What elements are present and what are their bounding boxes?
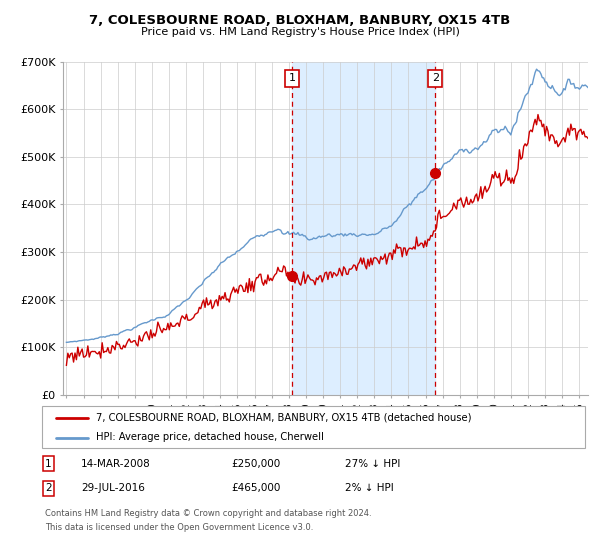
Text: 7, COLESBOURNE ROAD, BLOXHAM, BANBURY, OX15 4TB: 7, COLESBOURNE ROAD, BLOXHAM, BANBURY, O… [89,14,511,27]
Text: 2: 2 [432,73,439,83]
Text: 14-MAR-2008: 14-MAR-2008 [81,459,151,469]
Text: This data is licensed under the Open Government Licence v3.0.: This data is licensed under the Open Gov… [45,523,313,532]
Text: 1: 1 [289,73,295,83]
Bar [292,62,435,395]
Text: 2% ↓ HPI: 2% ↓ HPI [345,483,394,493]
Text: 27% ↓ HPI: 27% ↓ HPI [345,459,400,469]
Text: £250,000: £250,000 [231,459,280,469]
Text: Price paid vs. HM Land Registry's House Price Index (HPI): Price paid vs. HM Land Registry's House … [140,27,460,37]
Text: HPI: Average price, detached house, Cherwell: HPI: Average price, detached house, Cher… [97,432,324,442]
Text: 7, COLESBOURNE ROAD, BLOXHAM, BANBURY, OX15 4TB (detached house): 7, COLESBOURNE ROAD, BLOXHAM, BANBURY, O… [97,413,472,423]
Text: 1: 1 [45,459,52,469]
Text: Contains HM Land Registry data © Crown copyright and database right 2024.: Contains HM Land Registry data © Crown c… [45,509,371,518]
Text: 29-JUL-2016: 29-JUL-2016 [81,483,145,493]
Text: 2: 2 [45,483,52,493]
Text: £465,000: £465,000 [231,483,280,493]
